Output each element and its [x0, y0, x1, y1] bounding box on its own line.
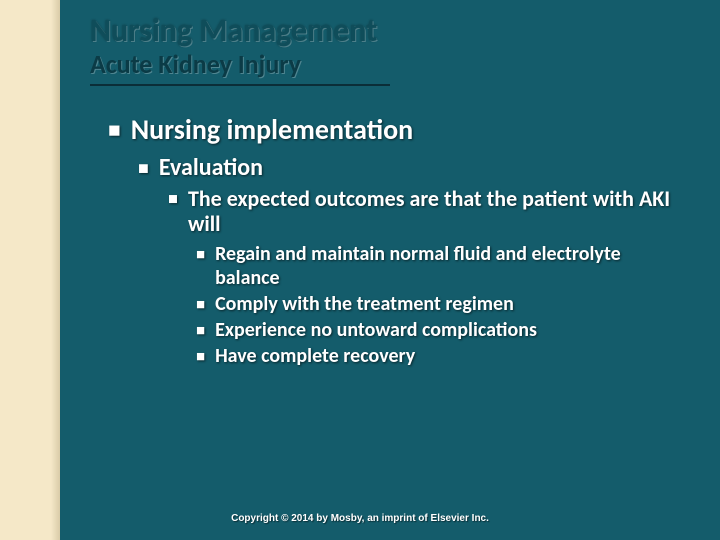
bullet-text: Regain and maintain normal fluid and ele… [215, 242, 676, 290]
square-bullet-icon: ■ [196, 348, 205, 372]
bullet-text: The expected outcomes are that the patie… [188, 186, 688, 237]
slide: Nursing Management Acute Kidney Injury ■… [0, 0, 720, 540]
bullet-level-3: ■ The expected outcomes are that the pat… [168, 186, 688, 237]
square-bullet-icon: ■ [196, 322, 205, 346]
copyright-footer: Copyright © 2014 by Mosby, an imprint of… [0, 513, 720, 524]
square-bullet-icon: ■ [168, 190, 178, 241]
title-underline [90, 84, 390, 86]
slide-subtitle: Acute Kidney Injury [90, 48, 690, 80]
square-bullet-icon: ■ [196, 246, 205, 294]
bullet-text: Nursing implementation [131, 112, 414, 147]
bullet-level-2: ■ Evaluation [138, 153, 690, 182]
content-area: Nursing Management Acute Kidney Injury ■… [90, 14, 690, 370]
bullet-text: Evaluation [159, 153, 263, 182]
square-bullet-icon: ■ [196, 296, 205, 320]
slide-title: Nursing Management [90, 14, 690, 48]
bullet-level-4: ■ Regain and maintain normal fluid and e… [196, 242, 676, 290]
square-bullet-icon: ■ [108, 117, 121, 152]
bullet-level-4: ■ Comply with the treatment regimen [196, 292, 676, 316]
bullet-level-1: ■ Nursing implementation [108, 112, 690, 147]
bullet-text: Have complete recovery [215, 344, 415, 368]
left-accent-bar [0, 0, 60, 540]
square-bullet-icon: ■ [138, 157, 149, 186]
bullet-text: Comply with the treatment regimen [215, 292, 514, 316]
bullet-text: Experience no untoward complications [215, 318, 537, 342]
bullet-level-4: ■ Experience no untoward complications [196, 318, 676, 342]
bullet-level-4: ■ Have complete recovery [196, 344, 676, 368]
